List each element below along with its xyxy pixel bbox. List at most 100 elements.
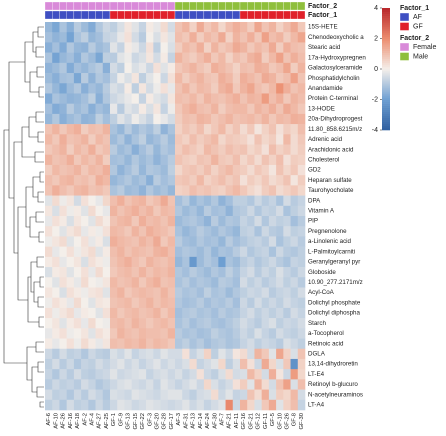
column-label: GF-28	[162, 413, 168, 429]
heat-cell	[153, 52, 161, 64]
heat-cell	[138, 267, 147, 278]
heat-cell	[167, 379, 176, 390]
heat-cell	[254, 62, 262, 74]
heat-cell	[182, 369, 190, 380]
heat-cell	[189, 256, 197, 268]
heat-cell	[110, 226, 118, 237]
heat-cell	[240, 307, 248, 319]
heat-cell	[189, 246, 197, 258]
heat-cell	[88, 216, 96, 227]
heat-cell	[182, 185, 190, 196]
heat-cell	[124, 256, 132, 268]
heat-cell	[189, 83, 197, 94]
heat-cell	[52, 103, 60, 115]
heat-cell	[211, 62, 219, 74]
heat-cell	[232, 154, 241, 166]
heat-cell	[203, 379, 212, 390]
heat-cell	[268, 236, 277, 247]
column-label: GF-13	[126, 413, 132, 429]
heat-cell	[240, 52, 248, 64]
heat-cell	[276, 358, 284, 370]
row-label: Anandamide	[308, 85, 343, 92]
heat-cell	[73, 389, 82, 401]
heat-cell	[73, 338, 82, 350]
heat-cell	[247, 113, 255, 125]
colorbar-segment	[382, 48, 390, 51]
heat-cell	[146, 297, 154, 309]
heat-cell	[268, 32, 277, 43]
heat-cell	[297, 22, 306, 33]
heat-cell	[261, 216, 270, 227]
heat-cell	[240, 195, 248, 207]
heat-cell	[81, 389, 89, 401]
row-label: LT-E4	[308, 371, 325, 378]
annotation-cell	[196, 10, 205, 20]
heat-cell	[160, 205, 169, 217]
heat-cell	[261, 226, 270, 237]
heat-cell	[203, 205, 212, 217]
colorbar-segment	[382, 66, 390, 70]
annotation-cell	[203, 1, 212, 11]
heat-cell	[102, 379, 111, 390]
heat-cell	[175, 42, 183, 53]
row-label: L-Palmitoylcarniti	[308, 248, 355, 255]
row-label: 17a-Hydroxypregnen	[308, 54, 366, 61]
heat-cell	[203, 236, 212, 247]
heat-cell	[261, 389, 270, 401]
column-label: AF-31	[183, 413, 189, 429]
heat-cell	[138, 42, 147, 53]
heat-cell	[218, 164, 226, 176]
colorbar-tick-label: -4	[372, 127, 378, 134]
annotation-cell	[59, 10, 67, 20]
heat-cell	[131, 42, 140, 53]
row-label: Dolichyl phosphate	[308, 299, 361, 306]
heat-cell	[95, 399, 104, 411]
row-label: Phosphatidylcholin	[308, 75, 360, 82]
heat-cell	[196, 267, 205, 278]
heat-cell	[261, 338, 270, 350]
heat-cell	[290, 73, 299, 84]
heat-cell	[211, 297, 219, 309]
heat-cell	[297, 195, 306, 207]
heat-cell	[66, 358, 75, 370]
heat-cell	[218, 32, 226, 43]
heat-cell	[52, 124, 60, 135]
heat-cell	[268, 379, 277, 390]
heat-cell	[218, 93, 226, 104]
heat-cell	[88, 164, 96, 176]
heat-cell	[182, 144, 190, 156]
heat-cell	[153, 83, 161, 94]
heat-cell	[167, 338, 176, 350]
heat-cell	[66, 389, 75, 401]
heat-cell	[276, 389, 284, 401]
heat-cell	[189, 144, 197, 156]
heat-cell	[66, 277, 75, 288]
heat-cell	[283, 379, 291, 390]
heat-cell	[218, 62, 226, 74]
heat-cell	[131, 348, 140, 360]
heat-cell	[138, 154, 147, 166]
heat-cell	[297, 164, 306, 176]
annotation-cell	[297, 10, 306, 20]
heat-cell	[59, 369, 67, 380]
heat-cell	[117, 195, 125, 207]
heat-cell	[268, 348, 277, 360]
heat-cell	[196, 164, 205, 176]
heat-cell	[175, 124, 183, 135]
heat-cell	[196, 22, 205, 33]
row-label: LT-A4	[308, 402, 325, 409]
heat-cell	[247, 73, 255, 84]
heat-cell	[160, 236, 169, 247]
heat-cell	[268, 358, 277, 370]
heat-cell	[175, 358, 183, 370]
heat-cell	[66, 236, 75, 247]
heat-cell	[218, 42, 226, 53]
heat-cell	[182, 277, 190, 288]
heat-cell	[225, 83, 234, 94]
heat-cell	[102, 307, 111, 319]
heat-cell	[146, 42, 154, 53]
heat-cell	[160, 379, 169, 390]
heat-cell	[146, 73, 154, 84]
heat-cell	[247, 32, 255, 43]
heat-cell	[240, 379, 248, 390]
